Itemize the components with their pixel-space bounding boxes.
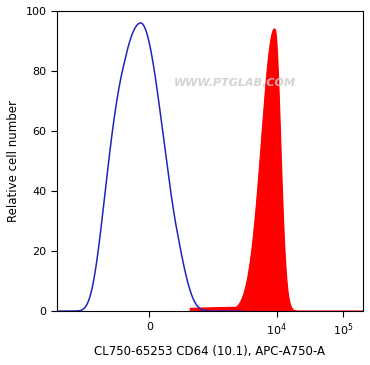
Y-axis label: Relative cell number: Relative cell number [7,100,20,222]
X-axis label: CL750-65253 CD64 (10.1), APC-A750-A: CL750-65253 CD64 (10.1), APC-A750-A [94,345,326,358]
Text: WWW.PTGLAB.COM: WWW.PTGLAB.COM [174,78,296,88]
